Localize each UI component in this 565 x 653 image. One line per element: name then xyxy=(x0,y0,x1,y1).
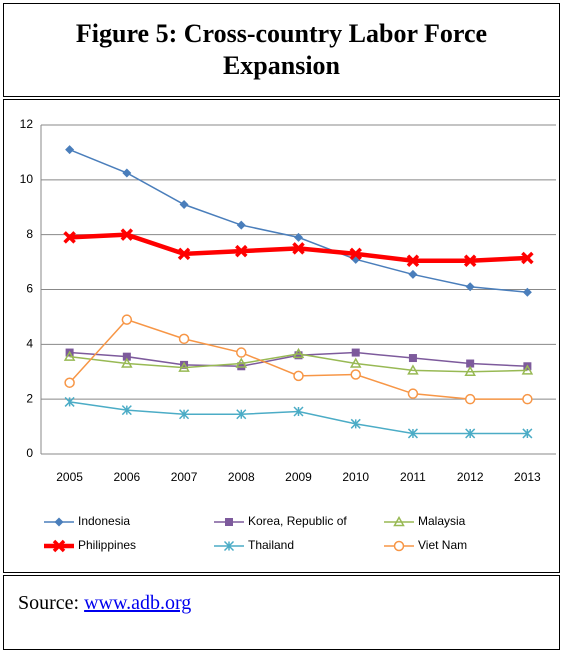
y-tick-label: 4 xyxy=(26,337,33,351)
marker xyxy=(236,347,247,358)
y-tick-label: 8 xyxy=(26,227,33,241)
marker xyxy=(236,220,246,230)
marker xyxy=(63,350,76,361)
y-tick-label: 6 xyxy=(26,282,33,296)
marker xyxy=(122,168,132,178)
marker xyxy=(121,357,133,368)
source-link[interactable]: www.adb.org xyxy=(84,592,192,614)
x-tick-label: 2009 xyxy=(285,470,312,484)
marker xyxy=(63,231,76,244)
marker xyxy=(293,370,304,382)
marker xyxy=(350,369,361,380)
marker xyxy=(235,244,248,258)
legend-marker xyxy=(225,518,233,526)
marker xyxy=(292,347,305,359)
x-tick-label: 2010 xyxy=(342,470,369,484)
marker xyxy=(350,418,361,429)
marker xyxy=(235,357,248,368)
marker xyxy=(464,393,476,405)
marker xyxy=(463,254,477,267)
x-tick-label: 2011 xyxy=(400,470,426,484)
marker xyxy=(237,362,246,371)
marker xyxy=(178,333,190,345)
marker xyxy=(178,361,190,372)
marker xyxy=(522,428,533,439)
legend-label: Korea, Republic of xyxy=(248,514,347,528)
legend-marker xyxy=(223,540,235,552)
marker xyxy=(408,354,417,363)
marker xyxy=(466,359,475,368)
marker xyxy=(122,352,131,361)
series-line xyxy=(69,318,528,400)
marker xyxy=(465,428,476,439)
marker xyxy=(179,409,190,420)
y-tick-label: 0 xyxy=(26,446,33,460)
marker xyxy=(407,388,419,399)
marker xyxy=(406,254,420,267)
y-tick-label: 10 xyxy=(20,172,34,186)
x-tick-label: 2008 xyxy=(228,470,255,484)
marker xyxy=(292,242,305,255)
marker xyxy=(177,247,191,261)
marker xyxy=(121,405,132,416)
legend-marker xyxy=(54,517,64,527)
chart: 0 2 4 6 8 10 12 2005 2006 2007 2008 2009 2010 2011 201… xyxy=(20,117,556,553)
marker xyxy=(407,428,418,439)
series-line xyxy=(69,353,528,373)
marker xyxy=(349,357,362,368)
marker xyxy=(522,287,532,297)
marker xyxy=(349,247,362,261)
marker xyxy=(351,348,360,357)
marker xyxy=(120,228,134,241)
legend-label: Indonesia xyxy=(78,514,130,528)
marker xyxy=(236,409,247,420)
legend-label: Thailand xyxy=(248,538,294,552)
x-tick-label: 2006 xyxy=(113,470,140,484)
source: Source: www.adb.org xyxy=(3,575,560,650)
x-tick-label: 2012 xyxy=(457,470,484,484)
marker xyxy=(64,396,75,407)
y-tick-label: 2 xyxy=(26,391,33,405)
marker xyxy=(521,364,534,375)
legend-marker xyxy=(393,515,405,527)
marker xyxy=(180,360,189,369)
x-tick-label: 2005 xyxy=(56,470,83,484)
marker xyxy=(521,251,534,265)
marker xyxy=(522,393,533,405)
marker xyxy=(294,351,303,360)
marker xyxy=(294,232,303,242)
x-tick-label: 2013 xyxy=(514,470,541,484)
figure-title: Figure 5: Cross-country Labor Force Expa… xyxy=(3,3,560,97)
marker xyxy=(179,200,189,210)
legend-marker xyxy=(393,540,405,552)
chart-box: 0 2 4 6 8 10 12 2005 2006 2007 2008 2009 2010 2011 201… xyxy=(3,99,560,573)
legend-marker xyxy=(52,539,66,553)
marker xyxy=(65,145,75,155)
x-tick-label: 2007 xyxy=(171,470,198,484)
marker xyxy=(408,269,418,279)
series-line xyxy=(69,401,528,435)
marker xyxy=(465,282,475,292)
series-line xyxy=(69,148,528,293)
marker xyxy=(407,364,419,375)
marker xyxy=(121,314,133,325)
source-label: Source: xyxy=(18,592,80,614)
marker xyxy=(464,365,476,376)
marker xyxy=(293,406,304,417)
marker xyxy=(64,377,75,388)
legend-label: Malaysia xyxy=(418,514,466,528)
y-tick-label: 12 xyxy=(20,117,34,131)
legend-label: Philippines xyxy=(78,538,136,552)
legend-label: Viet Nam xyxy=(418,538,467,552)
